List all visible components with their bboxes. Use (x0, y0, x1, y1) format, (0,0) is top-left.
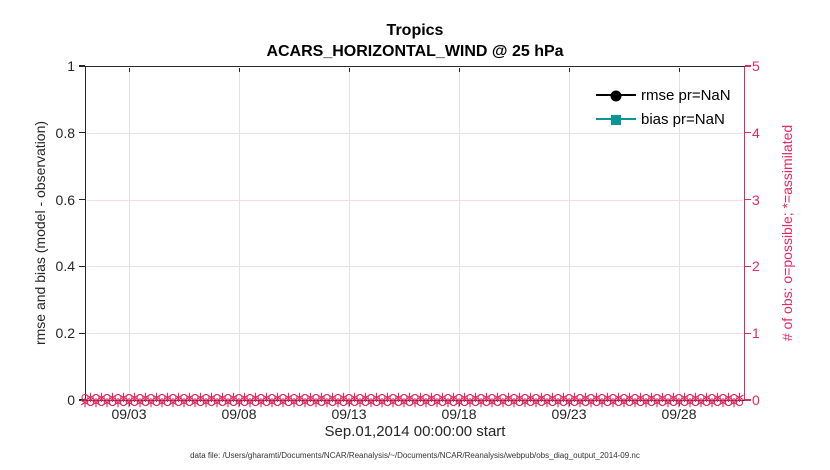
x-tick-label: 09/08 (221, 406, 257, 422)
x-tick-label: 09/13 (331, 406, 367, 422)
y-gridline (86, 132, 743, 134)
rmse-line-sample (596, 90, 636, 102)
x-tick-label: 09/18 (441, 406, 477, 422)
y-tick-label-left: 0.4 (55, 258, 75, 275)
x-gridline (459, 67, 460, 399)
legend-label-rmse: rmse pr=NaN (641, 86, 731, 104)
x-tick-label: 09/23 (551, 406, 587, 422)
x-tick-mark-top (349, 67, 351, 72)
x-tick-mark-top (679, 67, 681, 72)
x-tick-mark-top (129, 67, 131, 72)
y-tick-label-right: 5 (752, 58, 760, 74)
legend: rmse pr=NaN bias pr=NaN (596, 84, 731, 130)
y-gridline (86, 266, 743, 268)
x-gridline (569, 67, 570, 399)
y-tick-mark-left (79, 132, 85, 134)
data-file-note: data file: /Users/gharamti/Documents/NCA… (190, 451, 640, 460)
y-tick-mark-left (79, 198, 85, 201)
y-tick-label-left: 0 (67, 392, 75, 408)
y-tick-label-left: 0.2 (55, 325, 75, 342)
legend-item-rmse: rmse pr=NaN (596, 84, 731, 106)
legend-item-bias: bias pr=NaN (596, 108, 731, 130)
y-gridline (86, 333, 743, 335)
y-tick-label-right: 2 (752, 258, 760, 275)
bias-line-sample (596, 115, 636, 125)
x-gridline (239, 67, 240, 399)
x-gridline (679, 67, 680, 399)
y-tick-mark-right (745, 265, 751, 268)
x-tick-mark-top (239, 67, 241, 72)
y-tick-label-right: 3 (752, 191, 760, 208)
y-tick-mark-left (79, 399, 85, 401)
bias-square-marker-icon (611, 115, 621, 125)
x-gridline (349, 67, 350, 399)
x-tick-mark-top (459, 67, 461, 72)
y-tick-mark-right (745, 132, 751, 134)
x-gridline (129, 67, 130, 399)
x-tick-label: 09/28 (661, 406, 697, 422)
y-tick-mark-left (79, 65, 85, 67)
x-tick-label: 09/03 (111, 406, 147, 422)
y-tick-label-right: 1 (752, 325, 760, 342)
legend-label-bias: bias pr=NaN (641, 110, 725, 128)
y-tick-label-left: 0.6 (55, 191, 75, 208)
x-tick-mark-top (569, 67, 571, 72)
y-tick-mark-right (745, 399, 751, 401)
plot-title: Tropics (386, 22, 444, 39)
plot-subtitle: ACARS_HORIZONTAL_WIND @ 25 hPa (266, 43, 564, 60)
y-gridline (86, 199, 743, 201)
y-tick-mark-right (745, 332, 751, 334)
y-axis-label-right: # of obs: o=possible; *=assimilated (779, 124, 795, 342)
y-tick-mark-right (745, 198, 751, 201)
y-tick-label-left: 0.8 (55, 124, 75, 141)
y-tick-mark-right (745, 65, 751, 67)
y-tick-label-left: 1 (67, 58, 75, 74)
y-tick-mark-left (79, 265, 85, 268)
y-tick-label-right: 0 (752, 392, 760, 408)
y-tick-label-right: 4 (752, 124, 760, 141)
y-tick-mark-left (79, 332, 85, 334)
x-axis-label: Sep.01,2014 00:00:00 start (324, 423, 506, 440)
y-axis-label-left: rmse and bias (model - observation) (32, 120, 48, 346)
rmse-circle-marker-icon (610, 90, 622, 102)
